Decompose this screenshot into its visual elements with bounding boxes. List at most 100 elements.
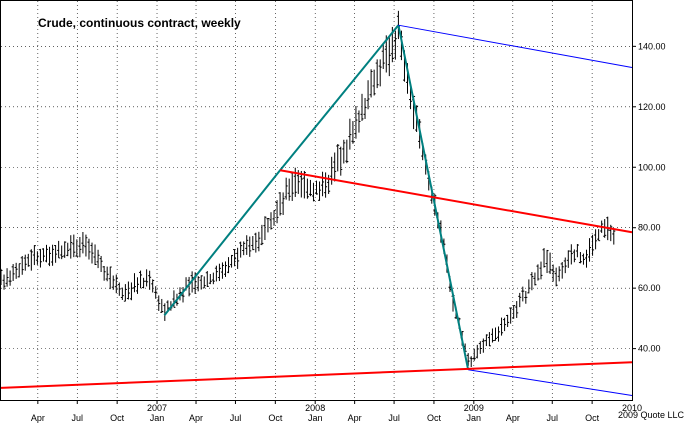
price-bar	[242, 241, 246, 256]
price-bar	[248, 236, 252, 257]
price-bar	[509, 307, 513, 324]
x-month-label: Jul	[230, 413, 242, 423]
price-bar	[8, 270, 12, 286]
price-bar	[557, 266, 561, 282]
price-bar	[48, 246, 52, 267]
price-bar	[154, 286, 158, 299]
price-bar	[157, 295, 161, 311]
x-month-label: Apr	[31, 413, 45, 423]
price-bar	[2, 274, 6, 290]
price-bar	[506, 314, 510, 327]
trendline	[468, 369, 633, 396]
price-bar	[72, 234, 76, 258]
price-bar	[123, 284, 127, 302]
price-bar	[503, 317, 507, 332]
price-bar	[351, 121, 355, 144]
price-bar	[178, 287, 182, 301]
price-bar	[148, 270, 152, 290]
price-bar	[560, 261, 564, 279]
price-bar	[81, 232, 85, 254]
price-bar	[75, 239, 79, 257]
x-year-label: 2010	[622, 403, 642, 413]
price-bar	[581, 253, 585, 265]
price-bar	[497, 326, 501, 342]
x-year-label: 2007	[147, 403, 167, 413]
price-bar	[375, 59, 379, 89]
price-bar	[591, 234, 595, 256]
y-tick-label: 40.00	[638, 344, 661, 354]
x-month-label: Jan	[467, 413, 482, 423]
price-bar	[336, 144, 340, 172]
price-bar	[527, 279, 531, 294]
price-bar	[223, 261, 227, 277]
price-bar	[315, 180, 318, 195]
price-bar	[512, 305, 516, 319]
x-month-label: Oct	[427, 413, 442, 423]
price-bar	[324, 172, 328, 198]
price-bar	[245, 235, 249, 255]
price-bar	[345, 139, 349, 164]
price-bar	[251, 236, 255, 251]
price-bar	[233, 249, 237, 267]
price-bar	[227, 257, 231, 274]
price-bar	[257, 231, 261, 252]
trendline	[279, 169, 633, 234]
price-bar	[548, 252, 552, 274]
price-bar	[145, 269, 149, 287]
price-bar	[275, 200, 279, 224]
price-bar	[566, 250, 570, 268]
price-bar	[278, 192, 282, 216]
price-bar	[111, 275, 115, 290]
price-bar	[339, 146, 343, 176]
price-bar	[26, 253, 30, 267]
price-bar	[269, 212, 273, 230]
price-bar	[518, 292, 522, 308]
price-bar	[220, 262, 224, 279]
price-bar	[369, 69, 373, 98]
price-bar	[357, 110, 361, 133]
price-bar	[393, 30, 397, 60]
price-bar	[493, 327, 497, 341]
trendline	[398, 24, 633, 68]
price-bar	[472, 348, 476, 361]
price-bar	[126, 281, 130, 300]
x-month-label: Jan	[150, 413, 165, 423]
price-bar	[524, 290, 528, 304]
price-bar	[54, 245, 58, 263]
price-bar	[99, 255, 103, 272]
x-month-label: Apr	[348, 413, 362, 423]
price-bar	[378, 59, 382, 87]
price-bar	[90, 242, 94, 264]
price-bar	[321, 171, 325, 197]
price-bar	[117, 282, 121, 296]
price-bar	[14, 262, 18, 279]
price-bar	[342, 139, 346, 164]
price-bar	[597, 229, 601, 242]
price-bar	[266, 217, 270, 233]
axes: 40.00 60.00 80.00 100.00 120.00 140.00 Apr Jul O…	[31, 41, 666, 423]
price-bar	[132, 273, 136, 293]
price-bar	[308, 179, 312, 197]
price-bar	[551, 264, 555, 282]
price-bar	[108, 266, 112, 290]
price-bar	[120, 287, 124, 300]
x-month-label: Apr	[189, 413, 203, 423]
price-bar	[129, 282, 133, 301]
price-bar	[84, 234, 88, 257]
price-bar	[569, 244, 573, 265]
price-bar	[11, 264, 15, 281]
price-bar	[142, 277, 146, 289]
price-bar	[469, 356, 473, 368]
price-bar	[539, 261, 543, 280]
price-bar	[217, 263, 221, 282]
price-bar	[102, 265, 106, 281]
gridlines	[1, 1, 632, 400]
price-bar	[45, 244, 49, 263]
price-bar	[478, 341, 482, 354]
price-bar	[51, 244, 55, 266]
x-month-label: Jul	[72, 413, 84, 423]
trendlines	[0, 24, 633, 396]
price-bar	[205, 271, 209, 288]
